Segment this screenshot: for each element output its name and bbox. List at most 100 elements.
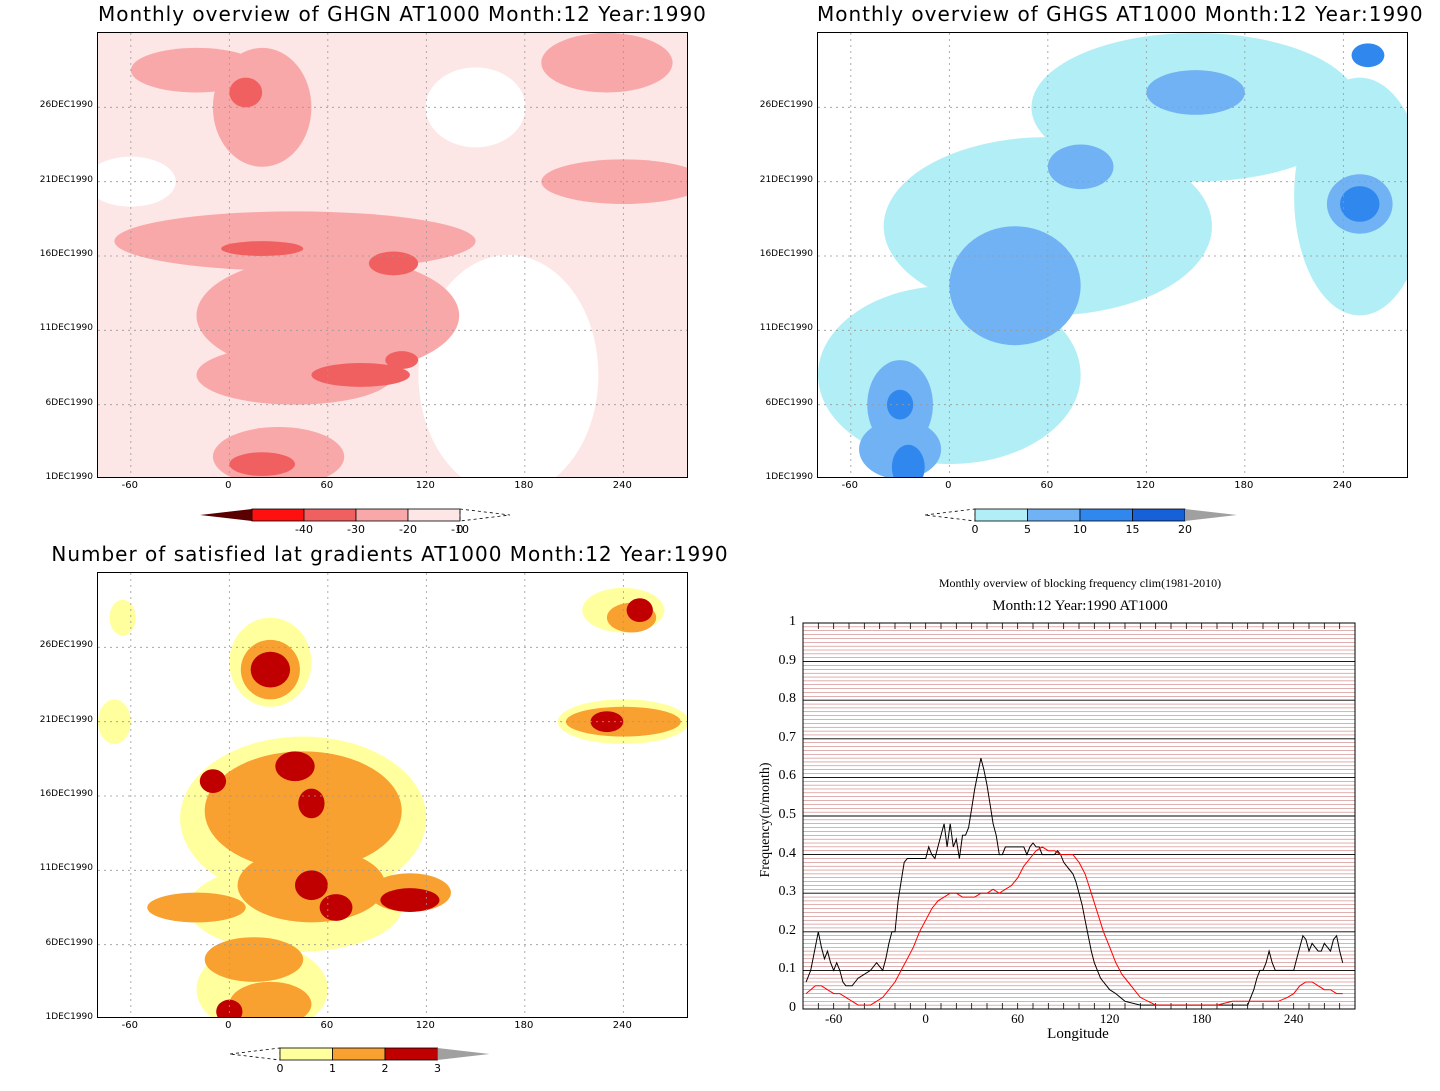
y-tick-label: 21DEC1990 <box>39 174 93 185</box>
map-white-patch <box>98 156 176 207</box>
contour-region <box>298 788 325 819</box>
contour-region <box>196 345 394 405</box>
x-tick-label: -60 <box>121 480 138 491</box>
x-tick-label: 240 <box>1332 480 1352 491</box>
contour-region <box>319 894 353 921</box>
x-tick-label: 240 <box>612 1020 632 1031</box>
contour-region <box>311 363 410 387</box>
colorbar-segment <box>279 1047 333 1061</box>
colorbar-label: 3 <box>434 1062 441 1075</box>
x-tick-label: 180 <box>514 480 534 491</box>
contour-region <box>1351 43 1385 68</box>
contour-region <box>1340 186 1380 222</box>
colorbar-segment <box>1079 508 1133 522</box>
contour-region <box>250 651 291 688</box>
colorbar-label: 0 <box>456 523 464 536</box>
y-tick-label: 26DEC1990 <box>759 100 813 111</box>
colorbar-arrow-left <box>925 508 976 522</box>
y-tick-label: 0.7 <box>778 729 797 745</box>
colorbar-label: 10 <box>1073 523 1087 536</box>
colorbar-label: 5 <box>1024 523 1031 536</box>
y-tick-label: 11DEC1990 <box>759 323 813 334</box>
colorbar-arrow-left <box>230 1047 281 1061</box>
y-tick-label: 1 <box>789 614 796 629</box>
lat-gradients-plot <box>97 572 688 1018</box>
y-tick-label: 16DEC1990 <box>39 789 93 799</box>
contour-region <box>385 351 419 369</box>
x-tick-label: 0 <box>945 480 952 491</box>
x-tick-label: 60 <box>1011 1011 1025 1026</box>
series-line-0 <box>805 757 1344 1006</box>
contour-region <box>295 870 328 901</box>
colorbar-label: 20 <box>1178 523 1192 536</box>
contour-region <box>98 699 131 744</box>
y-tick-label: 0.9 <box>778 652 797 668</box>
colorbar-segment <box>974 508 1028 522</box>
colorbar-segment <box>1027 508 1081 522</box>
colorbar-segment <box>355 508 409 522</box>
y-tick-label: 1DEC1990 <box>765 472 813 482</box>
x-tick-label: 240 <box>1283 1011 1304 1026</box>
colorbar-segment <box>303 508 357 522</box>
contour-region <box>1047 144 1114 190</box>
series-line-1 <box>805 846 1343 1006</box>
x-tick-label: 120 <box>1099 1011 1120 1026</box>
y-tick-label: 0.8 <box>778 691 797 707</box>
blocking-subtitle: Month:12 Year:1990 AT1000 <box>992 598 1168 614</box>
colorbar-label: 2 <box>381 1062 389 1075</box>
y-tick-label: 0.4 <box>778 845 797 861</box>
x-tick-label: 120 <box>1135 480 1155 491</box>
y-tick-label: 26DEC1990 <box>39 100 93 111</box>
ghgs-title: Monthly overview of GHGS AT1000 Month:12… <box>817 2 1424 26</box>
contour-region <box>204 937 304 982</box>
lat-gradients-title: Number of satisfied lat gradients AT1000… <box>51 542 729 566</box>
colorbar-label: 15 <box>1125 523 1140 536</box>
x-tick-label: 0 <box>922 1011 929 1026</box>
x-tick-label: 180 <box>1234 480 1254 491</box>
ghgs-map-svg <box>818 33 1407 477</box>
x-tick-label: 120 <box>415 480 435 491</box>
y-tick-label: 0 <box>789 1000 796 1015</box>
colorbar-arrow-right <box>437 1048 490 1060</box>
colorbar-label: 0 <box>276 1062 284 1075</box>
y-tick-label: 1DEC1990 <box>45 472 93 482</box>
blocking-line-chart <box>802 622 1356 1010</box>
ghgn-map-svg <box>98 33 687 477</box>
contour-region <box>626 598 653 623</box>
colorbar-segment <box>407 508 461 522</box>
ghgs-plot <box>817 32 1408 478</box>
colorbar-segment <box>332 1047 386 1061</box>
y-tick-label: 11DEC1990 <box>39 863 93 874</box>
colorbar-label: -10 <box>451 523 469 536</box>
colorbar-segment <box>1132 508 1186 522</box>
lat-gradients-colorbar <box>230 1047 490 1061</box>
y-tick-label: 0.1 <box>778 961 797 977</box>
contour-region <box>147 892 246 923</box>
colorbar-label: -30 <box>347 523 365 536</box>
y-tick-label: 11DEC1990 <box>39 323 93 334</box>
y-tick-label: 6DEC1990 <box>45 937 93 948</box>
colorbar-label: -20 <box>399 523 417 536</box>
x-tick-label: 0 <box>225 480 232 491</box>
y-tick-label: 21DEC1990 <box>39 714 93 725</box>
colorbar-arrow-right <box>459 508 511 522</box>
y-tick-label: 0.2 <box>778 922 797 938</box>
contour-region <box>275 751 315 782</box>
contour-region <box>212 47 312 167</box>
contour-region <box>891 444 925 477</box>
x-tick-label: 180 <box>514 1020 534 1031</box>
lat-gradients-map-svg <box>98 573 687 1017</box>
ghgn-plot <box>97 32 688 478</box>
x-tick-label: -60 <box>121 1020 138 1031</box>
contour-region <box>886 389 914 420</box>
y-tick-label: 21DEC1990 <box>759 174 813 185</box>
contour-region <box>216 999 243 1017</box>
blocking-xlabel: Longitude <box>1047 1026 1109 1042</box>
contour-region <box>380 888 440 912</box>
colorbar-label: 0 <box>971 523 979 536</box>
x-tick-label: -60 <box>841 480 858 491</box>
y-tick-label: 16DEC1990 <box>39 249 93 259</box>
y-tick-label: 0.6 <box>778 768 797 784</box>
x-tick-label: 120 <box>415 1020 435 1031</box>
contour-region <box>109 599 136 636</box>
